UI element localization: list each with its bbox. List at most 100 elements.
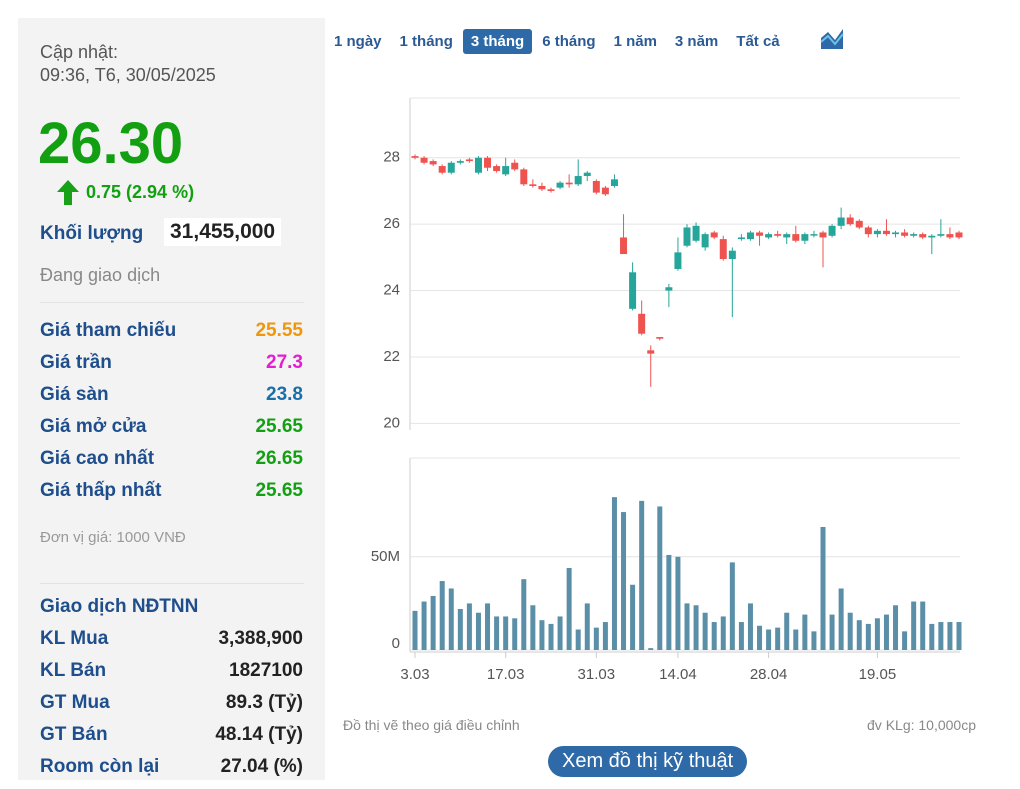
foreign-label: GT Bán <box>40 724 108 745</box>
foreign-label: KL Mua <box>40 628 109 649</box>
candle-body <box>692 225 700 241</box>
price-label: Giá mở cửa <box>40 416 147 437</box>
volume-bar <box>693 605 699 650</box>
volume-bar <box>911 601 917 650</box>
volume-bar <box>874 618 880 650</box>
range-tabs: 1 ngày 1 tháng 3 tháng 6 tháng 1 năm 3 năm Tất… <box>326 29 788 54</box>
candle-body <box>474 157 482 173</box>
price-label: Giá trần <box>40 352 112 373</box>
volume-bar <box>512 618 518 650</box>
range-tab[interactable]: 3 năm <box>674 33 719 50</box>
volume-bar <box>602 622 608 650</box>
candle-body <box>946 234 954 238</box>
volume-bar <box>847 612 853 650</box>
volume-bar <box>893 605 899 650</box>
x-tick-label: 31.03 <box>578 666 616 683</box>
price-label: Giá tham chiếu <box>40 320 177 341</box>
price-label: Giá cao nhất <box>40 448 155 469</box>
candle-body <box>420 157 428 163</box>
candle-body <box>792 234 800 241</box>
volume-bar <box>548 623 554 650</box>
candle-body <box>429 161 437 165</box>
volume-bar <box>856 620 862 650</box>
foreign-value: 48.14 (Tỷ) <box>215 724 303 745</box>
status: Đang giao dịch <box>40 265 161 285</box>
volume-bar <box>575 629 581 650</box>
volume-bar <box>639 500 645 650</box>
range-tab[interactable]: 3 tháng <box>462 29 533 54</box>
candle-body <box>647 350 655 354</box>
separator <box>40 583 304 584</box>
chart-icon[interactable] <box>820 28 844 50</box>
volume-bar <box>784 612 790 650</box>
volume: 31,455,000 <box>164 218 282 246</box>
foreign-label: KL Bán <box>40 660 107 681</box>
y-tick-label: 50M <box>371 548 400 565</box>
update-time: 09:36, T6, 30/05/2025 <box>40 65 216 85</box>
candle-body <box>438 166 446 173</box>
volume-bar <box>920 601 926 650</box>
candle-body <box>638 313 646 334</box>
separator <box>40 302 304 303</box>
volume-bar <box>766 629 772 650</box>
note-left: Đồ thị vẽ theo giá điều chỉnh <box>343 717 520 733</box>
volume-bar <box>457 608 463 650</box>
candle-body <box>465 159 473 162</box>
candle-body <box>511 162 519 170</box>
range-tab[interactable]: 1 tháng <box>399 33 453 50</box>
candle-body <box>783 234 791 238</box>
x-tick-label: 17.03 <box>487 666 525 683</box>
foreign-label: GT Mua <box>40 692 110 713</box>
volume-bar <box>430 595 436 650</box>
volume-bar <box>802 614 808 650</box>
volume-bar <box>630 584 636 650</box>
volume-bar <box>539 620 545 650</box>
range-tab[interactable]: 1 ngày <box>334 33 382 50</box>
range-tab[interactable]: Tất cả <box>736 33 780 50</box>
range-tab[interactable]: 6 tháng <box>542 33 596 50</box>
foreign-value: 89.3 (Tỷ) <box>225 692 303 713</box>
volume-bar <box>521 579 527 650</box>
y-tick-label: 28 <box>383 149 400 166</box>
volume-bar <box>793 629 799 650</box>
candle-body <box>746 232 754 240</box>
candle-body <box>864 227 872 235</box>
unit-note: Đơn vị giá: 1000 VNĐ <box>40 529 186 546</box>
volume-bar <box>929 623 935 650</box>
price-value: 27.3 <box>266 352 303 373</box>
candle-body <box>411 156 419 158</box>
volume-bar <box>448 588 454 650</box>
candle-body <box>819 232 827 238</box>
candle-body <box>620 237 628 255</box>
candle-body <box>756 232 764 236</box>
range-tab[interactable]: 1 năm <box>613 33 657 50</box>
candle-body <box>728 250 736 260</box>
foreign-value: 27.04 (%) <box>220 756 303 777</box>
volume-bar <box>702 612 708 650</box>
candle-body <box>801 234 809 241</box>
volume-bar <box>584 603 590 650</box>
candle-body <box>520 169 528 185</box>
candle-body <box>683 227 691 246</box>
candle-body <box>656 337 664 339</box>
candle-body <box>447 162 455 173</box>
price-value: 25.65 <box>255 480 303 501</box>
volume-bar <box>757 625 763 650</box>
volume-bar <box>412 610 418 650</box>
candle-body <box>810 234 818 236</box>
candle-body <box>674 252 682 269</box>
volume-bar <box>820 526 826 650</box>
candle-body <box>937 234 945 236</box>
technical-chart-button[interactable]: Xem đồ thị kỹ thuật <box>548 746 748 777</box>
candle-body <box>901 232 909 236</box>
volume-bar <box>947 622 953 650</box>
volume-bar <box>593 627 599 650</box>
candle-body <box>928 235 936 238</box>
volume-bar <box>711 622 717 650</box>
price-value: 23.8 <box>266 384 303 405</box>
volume-bar <box>666 554 672 650</box>
x-tick-label: 14.04 <box>659 666 697 683</box>
volume-bar <box>956 622 962 650</box>
candle-body <box>456 161 464 163</box>
x-tick-label: 3.03 <box>400 666 429 683</box>
